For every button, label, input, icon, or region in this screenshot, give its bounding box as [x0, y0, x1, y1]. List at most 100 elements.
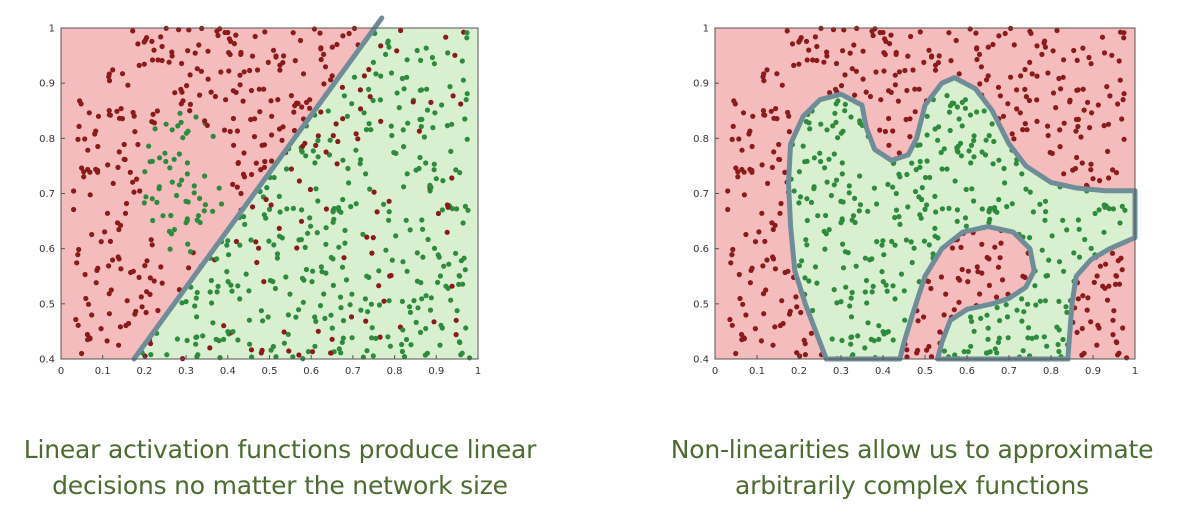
- point-red: [186, 265, 192, 271]
- caption-nonlinear-line-1: Non-linearities allow us to approximate: [670, 435, 1154, 464]
- point-green: [971, 154, 977, 160]
- point-red: [851, 42, 857, 48]
- point-red: [995, 264, 1002, 270]
- point-red: [802, 341, 808, 347]
- point-green: [1043, 209, 1049, 215]
- point-green: [157, 155, 163, 161]
- point-green: [391, 149, 397, 156]
- point-red: [269, 132, 275, 138]
- point-red: [335, 138, 341, 145]
- point-red: [357, 106, 364, 112]
- point-red: [291, 127, 298, 134]
- point-green: [345, 165, 351, 172]
- point-green: [857, 118, 863, 124]
- point-green: [847, 303, 853, 309]
- point-red: [1088, 319, 1094, 325]
- point-red: [458, 101, 464, 107]
- point-green: [985, 336, 991, 342]
- point-red: [276, 225, 282, 231]
- point-green: [400, 327, 406, 333]
- point-green: [346, 180, 352, 186]
- point-red: [233, 238, 239, 245]
- point-red: [863, 89, 869, 95]
- point-green: [300, 299, 306, 305]
- point-green: [303, 266, 309, 273]
- point-red: [985, 44, 991, 50]
- point-red: [784, 28, 790, 34]
- point-red: [1061, 57, 1067, 63]
- point-green: [919, 196, 925, 203]
- point-green: [296, 307, 302, 313]
- point-green: [169, 179, 175, 185]
- point-green: [437, 342, 443, 348]
- point-green: [924, 158, 930, 164]
- point-green: [983, 350, 990, 356]
- point-green: [954, 218, 960, 224]
- point-red: [736, 271, 742, 278]
- point-green: [417, 154, 423, 161]
- point-green: [1044, 343, 1050, 349]
- point-red: [226, 68, 232, 74]
- point-red: [252, 33, 258, 40]
- point-green: [922, 174, 929, 181]
- point-red: [1034, 73, 1040, 79]
- point-green: [423, 325, 429, 332]
- x-tick-label: 0.4: [220, 366, 236, 377]
- point-red: [445, 204, 451, 210]
- point-red: [265, 59, 271, 65]
- point-green: [195, 213, 202, 219]
- point-red: [126, 320, 132, 327]
- point-red: [254, 259, 260, 266]
- point-red: [910, 67, 916, 73]
- point-red: [394, 48, 400, 54]
- point-green: [957, 140, 964, 146]
- point-red: [369, 250, 375, 256]
- point-green: [968, 343, 974, 349]
- point-green: [797, 194, 804, 200]
- point-red: [770, 226, 776, 233]
- point-green: [321, 291, 327, 297]
- point-red: [1024, 127, 1030, 133]
- point-red: [227, 51, 233, 58]
- point-green: [807, 126, 813, 132]
- point-red: [361, 73, 367, 79]
- point-red: [725, 188, 731, 194]
- point-green: [803, 119, 810, 125]
- point-green: [952, 178, 958, 184]
- point-green: [1056, 327, 1062, 333]
- point-red: [78, 101, 84, 107]
- point-red: [1120, 325, 1126, 331]
- point-green: [404, 57, 410, 63]
- point-green: [1056, 259, 1063, 265]
- point-red: [366, 66, 372, 73]
- point-red: [166, 59, 172, 65]
- point-green: [344, 113, 350, 119]
- point-red: [1116, 281, 1123, 287]
- point-green: [418, 87, 425, 93]
- point-green: [270, 278, 276, 285]
- point-red: [95, 143, 101, 150]
- x-tick-label: 0.9: [1085, 366, 1101, 377]
- point-red: [1119, 267, 1125, 273]
- point-green: [378, 73, 384, 79]
- point-red: [873, 69, 879, 75]
- point-red: [124, 298, 130, 304]
- point-red: [295, 100, 301, 106]
- point-red: [749, 265, 755, 271]
- point-red: [322, 64, 329, 70]
- point-green: [890, 184, 896, 190]
- point-green: [414, 47, 420, 54]
- point-green: [804, 196, 810, 202]
- point-green: [857, 173, 863, 179]
- point-red: [261, 86, 267, 92]
- point-red: [453, 332, 459, 338]
- point-green: [905, 204, 911, 210]
- point-red: [771, 149, 777, 155]
- point-green: [829, 336, 835, 342]
- x-tick-label: 0.7: [1001, 366, 1017, 377]
- point-green: [862, 345, 868, 351]
- point-green: [1064, 227, 1070, 233]
- point-green: [330, 282, 336, 288]
- point-red: [791, 62, 797, 68]
